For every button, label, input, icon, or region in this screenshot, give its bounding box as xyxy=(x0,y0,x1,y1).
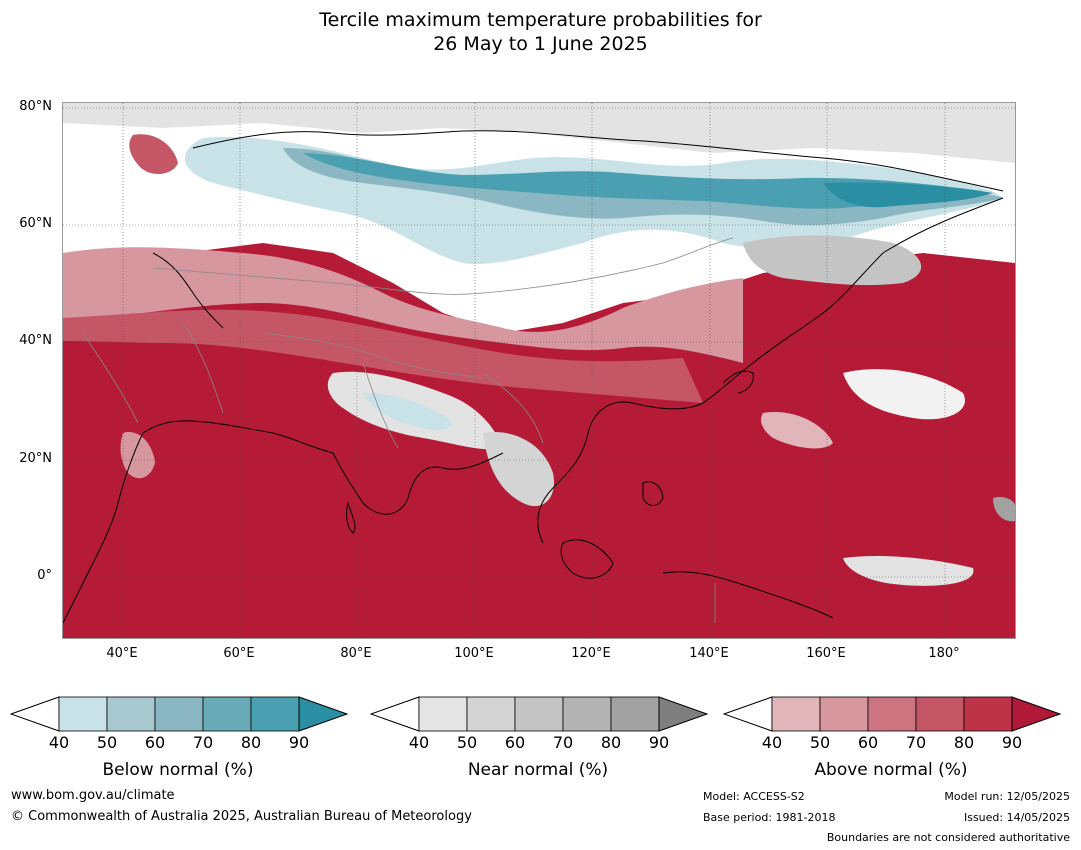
cb-tick: 80 xyxy=(600,733,622,752)
cb-below-low-arrow xyxy=(10,696,60,732)
map-svg xyxy=(63,103,1015,638)
cb-below-40 xyxy=(58,696,108,732)
base-period-text: Base period: 1981-2018 xyxy=(703,811,836,824)
cb-tick: 50 xyxy=(456,733,478,752)
cb-tick: 60 xyxy=(144,733,166,752)
cb-tick: 40 xyxy=(48,733,70,752)
cb-tick: 90 xyxy=(1001,733,1023,752)
cb-near-low-arrow xyxy=(370,696,420,732)
cb-tick: 90 xyxy=(648,733,670,752)
cb-tick: 40 xyxy=(761,733,783,752)
se-asia-near-normal-region xyxy=(483,432,554,507)
cb-tick: 90 xyxy=(288,733,310,752)
colorbar-near-normal xyxy=(370,696,709,732)
cb-above-40 xyxy=(771,696,821,732)
cb-above-80 xyxy=(963,696,1013,732)
title-line-2: 26 May to 1 June 2025 xyxy=(433,33,648,55)
colorbar-below-label: Below normal (%) xyxy=(102,760,254,780)
cb-above-high-arrow xyxy=(1011,696,1062,732)
pacific-patch-4 xyxy=(993,496,1015,522)
coastlines xyxy=(63,130,1004,624)
cb-near-high-arrow xyxy=(658,696,709,732)
colorbar-near-label: Near normal (%) xyxy=(467,760,609,780)
disclaimer-text: Boundaries are not considered authoritat… xyxy=(826,831,1070,844)
chart-title: Tercile maximum temperature probabilitie… xyxy=(0,8,1081,56)
cb-tick: 70 xyxy=(192,733,214,752)
cb-above-70 xyxy=(915,696,965,732)
lat-label-0: 0° xyxy=(37,568,52,583)
cb-tick: 70 xyxy=(552,733,574,752)
cb-tick: 80 xyxy=(240,733,262,752)
cb-above-60 xyxy=(867,696,917,732)
below-normal-max-region xyxy=(823,182,993,208)
lon-label-100e: 100°E xyxy=(454,646,494,661)
lon-label-140e: 140°E xyxy=(689,646,729,661)
issued-text: Issued: 14/05/2025 xyxy=(963,811,1070,824)
model-run-text: Model run: 12/05/2025 xyxy=(944,790,1070,803)
colorbar-above-label: Above normal (%) xyxy=(814,760,968,780)
cb-below-80 xyxy=(250,696,300,732)
cb-tick: 50 xyxy=(96,733,118,752)
lon-label-180: 180° xyxy=(928,646,960,661)
cb-tick: 40 xyxy=(408,733,430,752)
lon-label-120e: 120°E xyxy=(571,646,611,661)
lat-label-60n: 60°N xyxy=(19,216,52,231)
lat-label-40n: 40°N xyxy=(19,333,52,348)
lon-label-80e: 80°E xyxy=(340,646,372,661)
lon-label-40e: 40°E xyxy=(106,646,138,661)
pacific-patch-3 xyxy=(843,556,974,586)
cb-tick: 80 xyxy=(953,733,975,752)
cb-tick: 60 xyxy=(857,733,879,752)
colorbar-above-normal xyxy=(723,696,1062,732)
lat-label-80n: 80°N xyxy=(19,99,52,114)
graticule xyxy=(63,103,1015,638)
website-link[interactable]: www.bom.gov.au/climate xyxy=(11,788,175,803)
lat-label-20n: 20°N xyxy=(19,451,52,466)
lon-label-60e: 60°E xyxy=(223,646,255,661)
lon-label-160e: 160°E xyxy=(806,646,846,661)
title-line-1: Tercile maximum temperature probabilitie… xyxy=(319,9,762,31)
cb-tick: 60 xyxy=(504,733,526,752)
cb-below-60 xyxy=(154,696,204,732)
colorbar-below-normal xyxy=(10,696,349,732)
pacific-patch-2 xyxy=(761,412,833,449)
cb-near-80 xyxy=(610,696,660,732)
cb-above-low-arrow xyxy=(723,696,773,732)
cb-near-50 xyxy=(466,696,516,732)
country-borders xyxy=(82,237,734,623)
pacific-patch-1 xyxy=(843,369,965,420)
cb-near-60 xyxy=(514,696,564,732)
copyright-text: © Commonwealth of Australia 2025, Austra… xyxy=(11,809,472,824)
tibet-below-normal-region xyxy=(363,393,452,430)
ne-asia-near-normal-region xyxy=(743,235,922,286)
cb-below-50 xyxy=(106,696,156,732)
cb-below-70 xyxy=(202,696,252,732)
below-normal-high-region xyxy=(303,153,983,209)
above-normal-70-region xyxy=(63,309,703,403)
cb-near-40 xyxy=(418,696,468,732)
cb-tick: 50 xyxy=(809,733,831,752)
cb-near-70 xyxy=(562,696,612,732)
cb-below-high-arrow xyxy=(298,696,349,732)
forecast-map xyxy=(62,102,1016,639)
above-normal-50-region xyxy=(63,247,743,363)
cb-tick: 70 xyxy=(905,733,927,752)
model-text: Model: ACCESS-S2 xyxy=(703,790,805,803)
cb-above-50 xyxy=(819,696,869,732)
scandinavia-above-normal-region xyxy=(129,134,178,175)
